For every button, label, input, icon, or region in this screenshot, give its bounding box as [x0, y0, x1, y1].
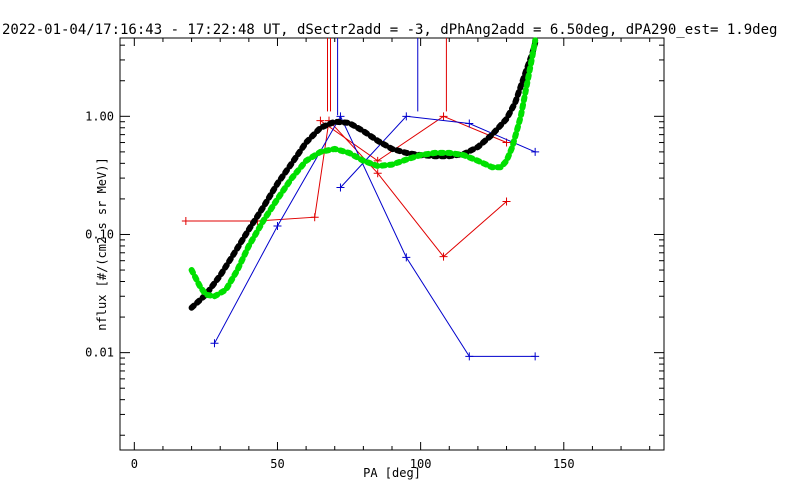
data-point-blue — [210, 339, 219, 348]
y-tick-label: 1.00 — [85, 109, 114, 123]
data-point-blue — [336, 112, 345, 121]
plot-frame — [119, 37, 665, 451]
fit-curve-black_fit — [188, 39, 539, 311]
data-point-red — [373, 169, 382, 178]
data-point-blue — [273, 221, 282, 230]
y-axis: 0.01 0.10 1.00 — [85, 44, 664, 436]
x-axis-label: PA [deg] — [363, 466, 421, 480]
data-point-red — [316, 116, 325, 125]
y-tick-label: 0.10 — [85, 227, 114, 241]
plot-area: 0 50 100 150 0.01 0.10 1.00 — [85, 37, 665, 471]
data-point-blue — [465, 352, 474, 361]
data-point-red — [502, 197, 511, 206]
data-point-red — [310, 213, 319, 222]
data-point-blue — [336, 183, 345, 192]
chart-title: 2022-01-04/17:16:43 - 17:22:48 UT, dSect… — [2, 22, 777, 38]
x-tick-label: 0 — [131, 457, 138, 471]
data-point-blue — [531, 352, 540, 361]
marker-layer — [327, 38, 447, 116]
y-axis-label: nflux [#/(cm2 s sr MeV)] — [95, 157, 109, 330]
x-tick-label: 100 — [410, 457, 432, 471]
fit-curve-green_fit — [188, 37, 539, 300]
data-point-blue — [402, 253, 411, 262]
x-tick-label: 150 — [553, 457, 575, 471]
series-line-red-1 — [320, 115, 507, 162]
series-line-blue-3 — [340, 115, 536, 188]
data-point-red — [181, 217, 190, 226]
series-layer — [181, 37, 540, 361]
x-tick-label: 50 — [270, 457, 284, 471]
x-axis: 0 50 100 150 — [131, 38, 651, 471]
data-point-blue — [402, 112, 411, 121]
data-point-red — [439, 112, 448, 121]
y-tick-label: 0.01 — [85, 346, 114, 360]
data-point-blue — [465, 119, 474, 128]
series-line-blue-2 — [214, 115, 536, 357]
series-line-red-0 — [185, 119, 507, 258]
data-point-red — [439, 252, 448, 261]
data-point-blue — [531, 147, 540, 156]
